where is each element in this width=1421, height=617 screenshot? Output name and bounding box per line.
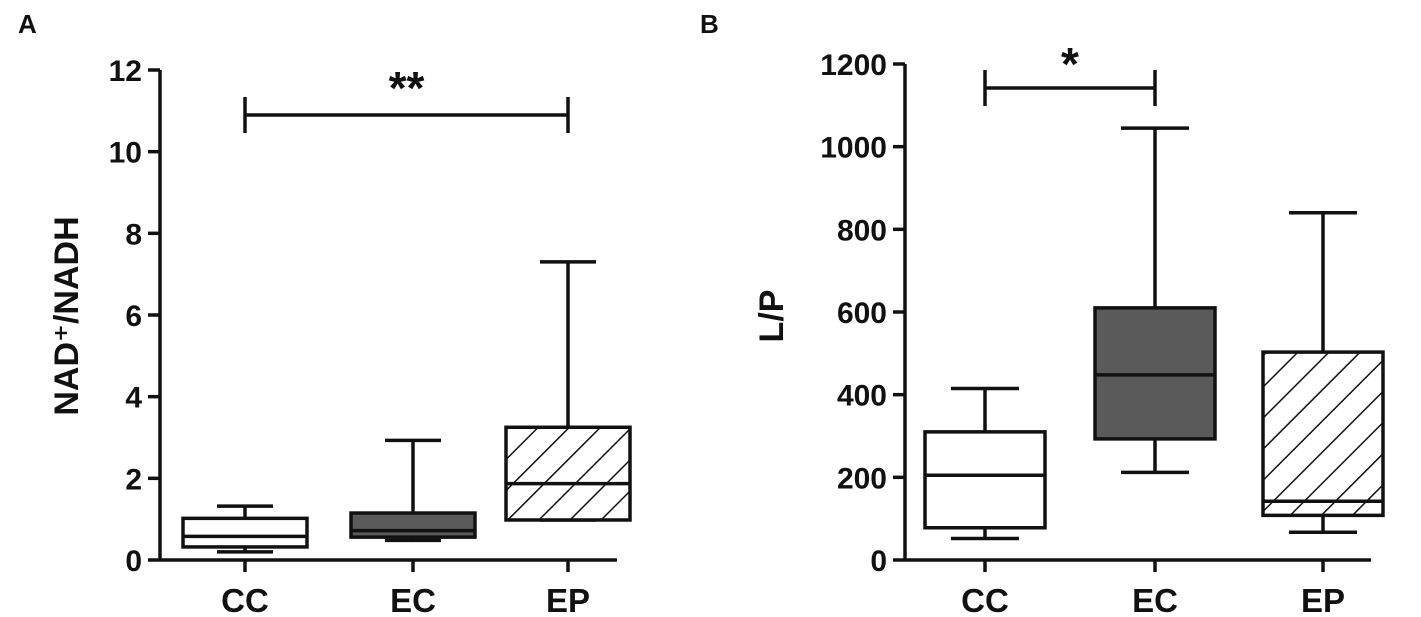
y-tick-label: 4 [125, 382, 142, 415]
significance-bracket: * [983, 38, 1157, 106]
iqr-box [181, 516, 309, 549]
box-ec [349, 438, 477, 543]
x-tick-label: EP [1301, 582, 1345, 617]
y-tick-label: 6 [125, 300, 142, 333]
y-tick-label: 1200 [820, 49, 887, 82]
x-tick-label: EC [390, 582, 436, 617]
iqr-box [504, 425, 632, 522]
y-tick-label: 600 [837, 297, 887, 330]
iqr-box [349, 511, 477, 539]
significance-label: * [1061, 38, 1079, 90]
x-tick-label: CC [221, 582, 269, 617]
y-tick-label: 10 [109, 137, 142, 170]
y-tick-label: 2 [125, 463, 142, 496]
y-tick-label: 0 [125, 545, 142, 578]
box-ep [1261, 211, 1385, 535]
x-tick-label: EC [1132, 582, 1178, 617]
y-tick-label: 200 [837, 462, 887, 495]
significance-bracket: ** [243, 62, 570, 133]
panel-label: B [700, 9, 719, 39]
significance-label: ** [389, 62, 425, 114]
y-tick-label: 0 [870, 545, 887, 578]
y-tick-label: 8 [125, 218, 142, 251]
box-ep [504, 260, 632, 522]
iqr-box [1261, 350, 1385, 518]
box-cc [923, 386, 1047, 541]
panel-a: A 0 2 4 6 8 10 12 NAD⁺/NADH CC EC EP ** [18, 9, 632, 617]
y-tick-label: 400 [837, 380, 887, 413]
y-tick-label: 800 [837, 214, 887, 247]
y-tick-label: 1000 [820, 132, 887, 165]
x-tick-label: CC [961, 582, 1009, 617]
panel-b: B 0 200 400 600 800 1000 1200 L/P CC EC EP * [700, 9, 1385, 617]
x-tick-label: EP [546, 582, 590, 617]
y-axis-label: L/P [753, 290, 791, 343]
panel-label: A [18, 9, 37, 39]
y-tick-label: 12 [109, 55, 142, 88]
y-axis-label: NAD⁺/NADH [48, 216, 86, 415]
box-ec [1093, 126, 1217, 475]
iqr-box [923, 430, 1047, 530]
box-cc [181, 504, 309, 554]
